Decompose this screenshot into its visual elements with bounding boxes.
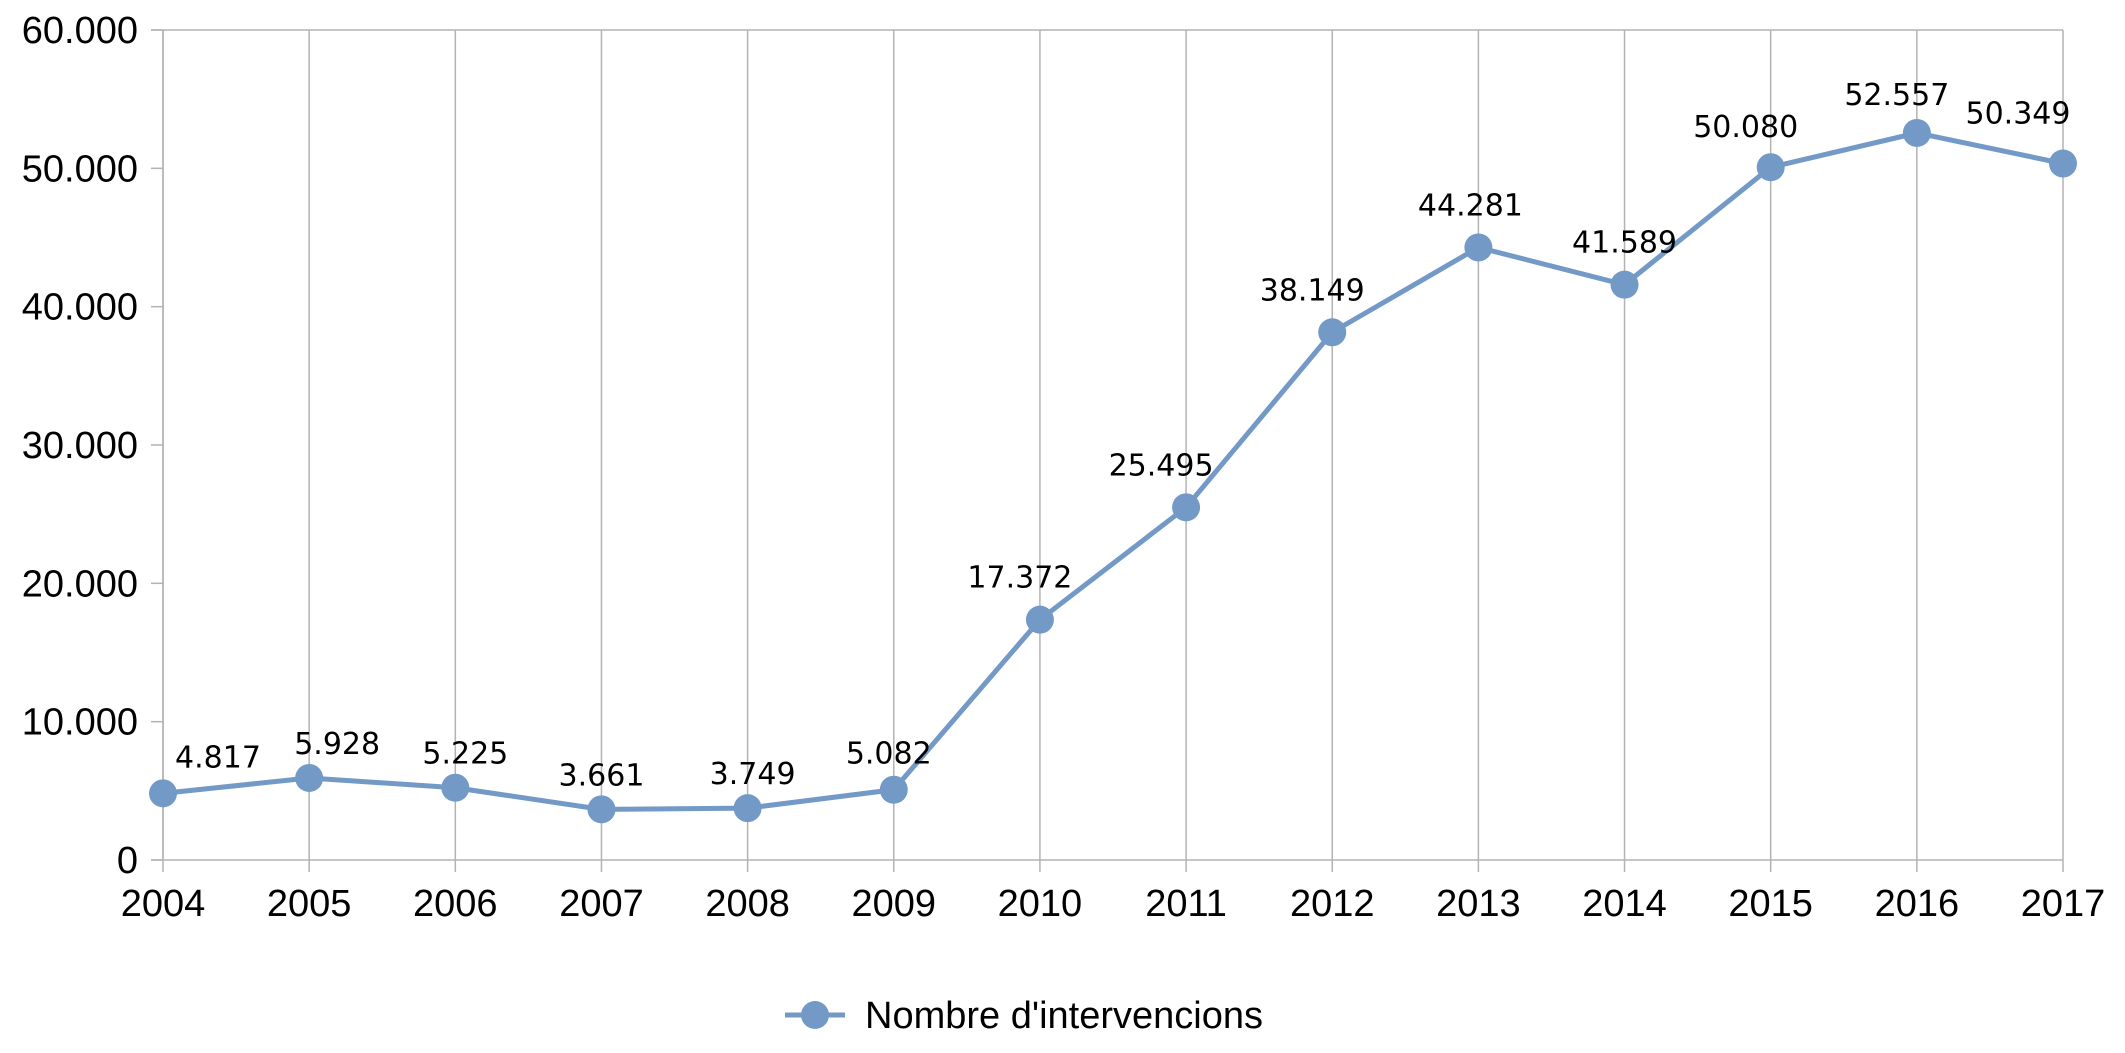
data-point: [1025, 605, 1054, 634]
data-point: [295, 763, 324, 792]
data-label: 3.661: [559, 758, 645, 793]
series-line: [162, 130, 2064, 812]
data-point: [1464, 233, 1493, 262]
x-tick-label: 2009: [851, 883, 936, 925]
y-tick-label: 10.000: [22, 702, 138, 744]
data-label: 52.557: [1844, 78, 1949, 113]
data-point: [1318, 318, 1347, 347]
data-label: 41.589: [1572, 226, 1677, 261]
data-point: [1902, 118, 1931, 147]
x-tick-label: 2010: [998, 883, 1083, 925]
legend-swatch-marker: [801, 1001, 829, 1029]
data-label: 50.349: [1966, 97, 2071, 132]
data-point: [1756, 153, 1785, 182]
axes: [151, 29, 2064, 872]
data-label: 25.495: [1109, 448, 1214, 483]
legend-label: Nombre d'intervencions: [865, 995, 1263, 1037]
x-tick-label: 2005: [267, 883, 352, 925]
y-tick-label: 40.000: [22, 287, 138, 329]
data-label: 5.928: [294, 727, 380, 762]
x-axis-tick-labels: 2004 2005 2006 2007 2008 2009 2010 2011 2012 2013…: [121, 883, 2106, 925]
y-tick-label: 50.000: [22, 148, 138, 190]
x-tick-label: 2006: [413, 883, 498, 925]
data-label: 50.080: [1693, 110, 1798, 145]
data-points: [149, 118, 2077, 824]
x-tick-label: 2012: [1290, 883, 1375, 925]
data-point: [1610, 270, 1639, 299]
y-tick-label: 0: [117, 840, 138, 882]
x-tick-label: 2016: [1875, 883, 1960, 925]
data-label: 44.281: [1418, 188, 1523, 223]
y-tick-label: 60.000: [22, 10, 138, 52]
x-tick-label: 2007: [559, 883, 644, 925]
x-tick-label: 2017: [2021, 883, 2106, 925]
legend: Nombre d'intervencions: [785, 995, 1263, 1037]
data-point: [733, 794, 762, 823]
x-tick-label: 2013: [1436, 883, 1521, 925]
data-label: 4.817: [175, 740, 261, 775]
data-point: [587, 795, 616, 824]
data-point: [1172, 493, 1201, 522]
series-line-layer: [162, 130, 2064, 812]
x-tick-label: 2004: [121, 883, 206, 925]
data-point: [441, 773, 470, 802]
data-point: [879, 775, 908, 804]
x-tick-label: 2014: [1582, 883, 1667, 925]
y-axis-tick-labels: 0 10.000 20.000 30.000 40.000 50.000 60.000: [22, 10, 138, 882]
data-point: [149, 779, 177, 808]
x-tick-label: 2011: [1145, 883, 1227, 925]
y-tick-label: 30.000: [22, 425, 138, 467]
data-label: 5.082: [846, 737, 932, 772]
data-point: [2049, 149, 2077, 178]
x-tick-label: 2008: [705, 883, 790, 925]
data-label: 5.225: [422, 737, 508, 772]
data-label: 17.372: [967, 561, 1072, 596]
data-labels: 4.817 5.928 5.225 3.661 3.749 5.082 17.372 25.4…: [175, 78, 2070, 793]
y-tick-label: 20.000: [22, 563, 138, 605]
data-label: 3.749: [710, 757, 796, 792]
data-label: 38.149: [1260, 273, 1365, 308]
x-tick-label: 2015: [1728, 883, 1813, 925]
